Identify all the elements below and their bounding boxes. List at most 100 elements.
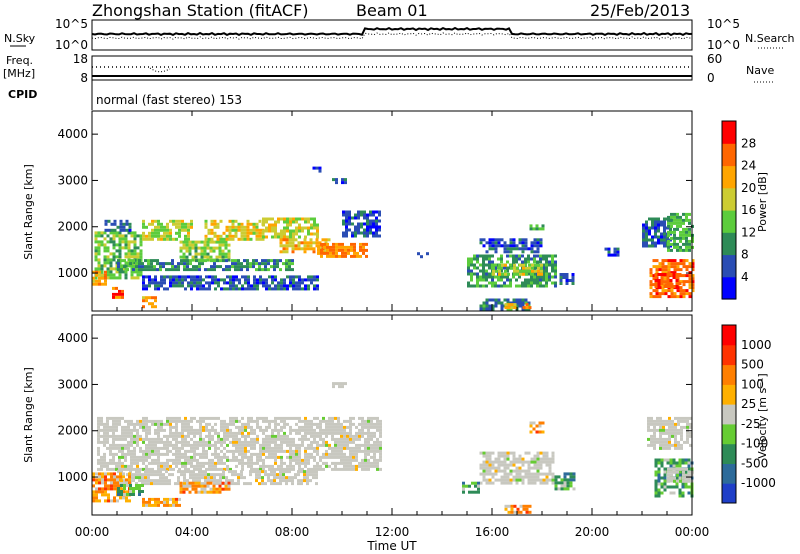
heatmap-cell — [92, 484, 95, 488]
heatmap-cell — [163, 434, 166, 438]
heatmap-cell — [303, 244, 307, 248]
heatmap-cell — [138, 473, 141, 477]
heatmap-cell — [497, 457, 501, 461]
heatmap-cell — [537, 269, 540, 273]
heatmap-cell — [115, 234, 119, 238]
heatmap-cell — [524, 278, 527, 282]
heatmap-cell — [271, 464, 274, 468]
heatmap-cell — [142, 467, 145, 471]
heatmap-cell — [144, 482, 147, 486]
heatmap-cell — [112, 258, 116, 262]
heatmap-cell — [165, 479, 168, 483]
heatmap-cell — [572, 475, 576, 479]
heatmap-cell — [181, 419, 184, 423]
heatmap-cell — [322, 452, 325, 456]
heatmap-cell — [545, 475, 549, 479]
heatmap-cell — [476, 260, 479, 264]
heatmap-cell — [130, 431, 133, 435]
heatmap-cell — [688, 277, 692, 281]
heatmap-cell — [280, 229, 283, 233]
heatmap-cell — [331, 452, 334, 456]
heatmap-cell — [358, 428, 361, 432]
heatmap-cell — [358, 461, 361, 465]
heatmap-cell — [244, 275, 247, 279]
heatmap-cell — [527, 472, 531, 476]
heatmap-cell — [665, 443, 668, 447]
heatmap-cell — [379, 440, 382, 444]
heatmap-cell — [154, 234, 157, 238]
heatmap-cell — [223, 431, 226, 435]
heatmap-cell — [688, 286, 692, 290]
heatmap-cell — [157, 231, 160, 235]
heatmap-cell — [500, 307, 504, 311]
heatmap-cell — [106, 446, 109, 450]
heatmap-cell — [682, 227, 685, 231]
heatmap-cell — [379, 434, 382, 438]
heatmap-cell — [527, 451, 531, 455]
heatmap-cell — [329, 251, 332, 255]
heatmap-cell — [473, 266, 476, 270]
heatmap-cell — [337, 455, 340, 459]
heatmap-cell — [207, 237, 211, 241]
heatmap-cell — [521, 298, 525, 302]
heatmap-cell — [186, 482, 189, 486]
heatmap-cell — [366, 228, 369, 232]
heatmap-cell — [682, 233, 685, 237]
heatmap-cell — [545, 284, 548, 288]
x-tick-label: 12:00 — [375, 525, 410, 539]
heatmap-cell — [130, 437, 133, 441]
heatmap-cell — [160, 467, 163, 471]
heatmap-cell — [298, 419, 301, 423]
heatmap-cell — [301, 443, 304, 447]
heatmap-cell — [237, 473, 240, 477]
heatmap-cell — [205, 281, 208, 285]
heatmap-cell — [326, 251, 329, 255]
heatmap-cell — [125, 490, 128, 494]
heatmap-cell — [139, 255, 143, 259]
colorbar-segment — [722, 165, 736, 189]
heatmap-cell — [157, 449, 160, 453]
heatmap-cell — [310, 440, 313, 444]
heatmap-cell — [286, 455, 289, 459]
heatmap-cell — [289, 235, 292, 239]
heatmap-cell — [679, 280, 683, 284]
velocity-colorbar-label: Velocity [m s⁻¹] — [756, 373, 769, 458]
heatmap-cell — [187, 237, 190, 241]
heatmap-cell — [647, 443, 650, 447]
heatmap-cell — [663, 476, 667, 480]
heatmap-cell — [141, 482, 144, 486]
heatmap-cell — [518, 475, 522, 479]
heatmap-cell — [291, 476, 294, 480]
heatmap-cell — [142, 287, 145, 291]
heatmap-cell — [101, 282, 104, 286]
heatmap-cell — [506, 278, 509, 282]
heatmap-cell — [285, 244, 289, 248]
heatmap-cell — [225, 225, 229, 229]
heatmap-cell — [277, 464, 280, 468]
heatmap-cell — [265, 425, 268, 429]
heatmap-cell — [666, 279, 670, 282]
heatmap-cell — [268, 443, 271, 447]
heatmap-cell — [249, 231, 253, 235]
heatmap-cell — [280, 449, 283, 453]
heatmap-cell — [262, 467, 265, 471]
heatmap-cell — [217, 458, 220, 462]
heatmap-cell — [571, 279, 575, 282]
heatmap-cell — [249, 228, 253, 232]
heatmap-cell — [306, 473, 309, 477]
heatmap-cell — [485, 454, 489, 458]
heatmap-cell — [277, 455, 280, 459]
heatmap-cell — [518, 454, 522, 458]
heatmap-cell — [154, 443, 157, 447]
heatmap-cell — [103, 246, 107, 250]
heatmap-cell — [226, 443, 229, 447]
heatmap-cell — [282, 238, 286, 242]
heatmap-cell — [651, 235, 654, 239]
heatmap-cell — [166, 443, 169, 447]
heatmap-cell — [364, 419, 367, 423]
nave-tick-bottom: 0 — [707, 71, 715, 85]
heatmap-cell — [540, 269, 543, 273]
heatmap-cell — [470, 272, 473, 276]
heatmap-cell — [327, 238, 331, 242]
